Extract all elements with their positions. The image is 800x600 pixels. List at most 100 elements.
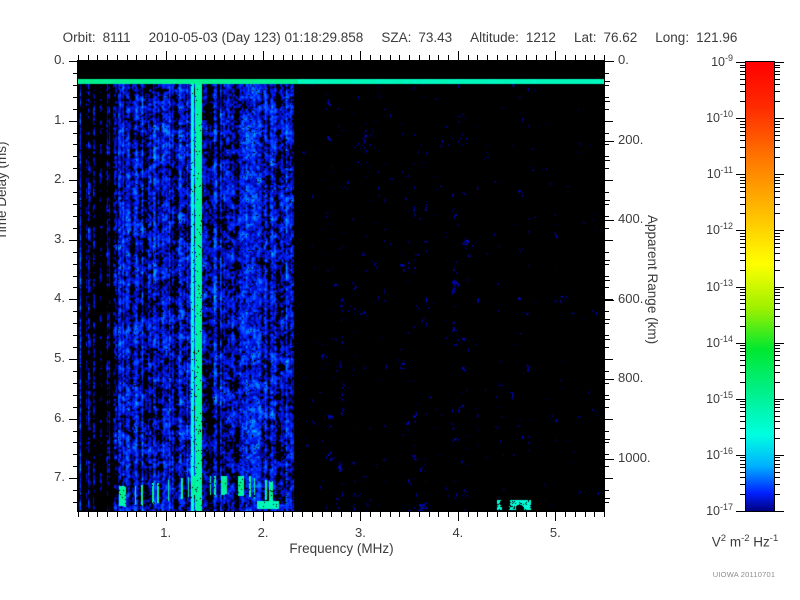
x-minor-tick-top [253,55,254,60]
orbit-label: Orbit: [62,30,96,45]
colorbar-minor-tick-right [775,127,780,128]
y2-major-tick [605,459,614,460]
y-minor-tick-left [73,264,78,265]
x-minor-tick-bottom [88,512,89,517]
x-minor-tick-bottom [117,512,118,517]
y-major-tick-left [69,478,78,479]
colorbar-minor-tick-left [740,270,745,271]
colorbar-minor-tick-left [740,260,745,261]
y-minor-tick-right-inner [604,156,609,157]
x-minor-tick-bottom [331,512,332,517]
y-minor-tick-right-inner [604,395,609,396]
y-minor-tick-right-inner [604,442,609,443]
colorbar-minor-tick-right [775,457,780,458]
colorbar-minor-tick-left [740,131,745,132]
colorbar-minor-tick-left [740,428,745,429]
colorbar-major-tick-left [736,118,745,119]
colorbar-minor-tick-left [740,197,745,198]
y-minor-tick-right-inner [604,371,609,372]
colorbar-major-tick-right [775,511,784,512]
y-minor-tick-left [73,133,78,134]
colorbar-minor-tick-left [740,289,745,290]
y2-minor-tick [605,419,610,420]
y-minor-tick-right-inner [604,490,609,491]
colorbar-minor-tick-left [740,187,745,188]
colorbar-major-tick-left [736,287,745,288]
y-minor-tick-right-inner [604,192,609,193]
colorbar-minor-tick-right [775,407,780,408]
colorbar-minor-tick-left [740,309,745,310]
x-major-tick-bottom [555,512,556,521]
x-minor-tick-top [341,55,342,60]
colorbar-minor-tick-right [775,74,780,75]
x-minor-tick-bottom [390,512,391,517]
y2-minor-tick [605,319,610,320]
colorbar-minor-tick-right [775,464,780,465]
y-minor-tick-left [73,490,78,491]
colorbar-minor-tick-right [775,326,780,327]
colorbar-minor-tick-right [775,140,780,141]
y-major-tick-left [69,240,78,241]
x-minor-tick-top [575,55,576,60]
y-major-tick-right-inner [604,299,613,300]
x-minor-tick-bottom [302,512,303,517]
colorbar-minor-tick-right [775,295,780,296]
colorbar-minor-tick-right [775,177,780,178]
x-minor-tick-bottom [526,512,527,517]
colorbar-minor-tick-left [740,303,745,304]
colorbar-minor-tick-right [775,494,780,495]
y-minor-tick-right-inner [604,431,609,432]
colorbar-minor-tick-left [740,135,745,136]
colorbar-minor-tick-right [775,236,780,237]
x-minor-tick-bottom [409,512,410,517]
x-minor-tick-top [497,55,498,60]
x-minor-tick-bottom [604,512,605,517]
x-minor-tick-top [234,55,235,60]
colorbar-minor-tick-right [775,213,780,214]
y-minor-tick-right-inner [604,454,609,455]
x-minor-tick-bottom [78,512,79,517]
x-minor-tick-bottom [341,512,342,517]
colorbar-minor-tick-left [740,494,745,495]
y-minor-tick-left [73,395,78,396]
colorbar-minor-tick-left [740,457,745,458]
y2-minor-tick [605,121,610,122]
y-minor-tick-left [73,109,78,110]
y-minor-tick-left [73,156,78,157]
x-minor-tick-bottom [497,512,498,517]
colorbar-major-tick-right [775,399,784,400]
x-minor-tick-top [156,55,157,60]
y-minor-tick-left [73,335,78,336]
colorbar-minor-tick-left [740,355,745,356]
colorbar-minor-tick-left [740,467,745,468]
y-minor-tick-right-inner [604,264,609,265]
colorbar-minor-tick-left [740,295,745,296]
colorbar-minor-tick-left [740,351,745,352]
x-minor-tick-top [390,55,391,60]
y2-major-tick [605,141,614,142]
colorbar-tick-label-5: 10-14 [706,334,733,351]
colorbar-minor-tick-left [740,239,745,240]
y-minor-tick-left [73,323,78,324]
x-minor-tick-top [419,55,420,60]
x-minor-tick-bottom [546,512,547,517]
x-minor-tick-top [477,55,478,60]
x-minor-tick-top [205,55,206,60]
colorbar-minor-tick-right [775,428,780,429]
y-minor-tick-left [73,216,78,217]
colorbar-tick-label-8: 10-17 [706,502,733,519]
colorbar-minor-tick-right [775,204,780,205]
colorbar-minor-tick-left [740,360,745,361]
x-minor-tick-top [244,55,245,60]
colorbar-minor-tick-right [775,180,780,181]
sza-value: 73.43 [418,30,453,45]
x-minor-tick-bottom [214,512,215,517]
x-major-tick-top [458,51,459,60]
x-minor-tick-bottom [175,512,176,517]
colorbar-minor-tick-right [775,131,780,132]
colorbar-major-tick-right [775,287,784,288]
x-major-tick-top [263,51,264,60]
x-minor-tick-bottom [487,512,488,517]
colorbar-minor-tick-right [775,67,780,68]
y-minor-tick-right-inner [604,335,609,336]
